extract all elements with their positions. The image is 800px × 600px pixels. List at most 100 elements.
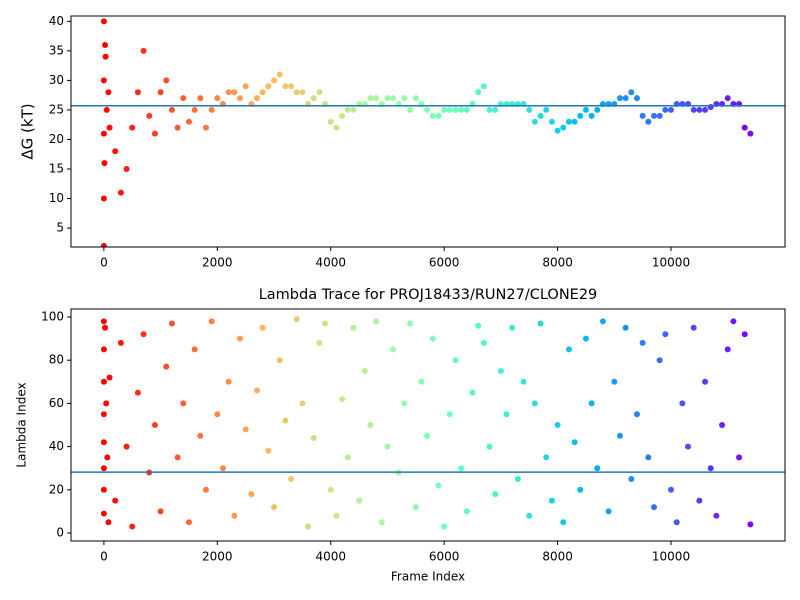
point [469,389,476,396]
axes-frame [70,308,786,542]
point [100,18,107,25]
y-tick-label: 25 [49,102,64,116]
point [662,331,669,338]
point [271,77,278,84]
point [103,106,110,113]
point [537,320,544,327]
point [202,486,209,493]
point [486,106,493,113]
point [685,443,692,450]
point [639,112,646,119]
x-tick-label: 6000 [429,256,460,270]
point [100,195,107,202]
y-axis-label: ΔG (kT) [19,103,37,159]
point [480,83,487,90]
point [543,106,550,113]
point [117,339,124,346]
point [424,106,431,113]
point [435,482,442,489]
point [633,95,640,102]
point [151,422,158,428]
point [645,454,652,461]
point [151,130,158,137]
point [429,112,436,119]
point [191,346,198,353]
point [254,387,261,394]
x-tick-label: 8000 [542,550,573,564]
point [554,422,561,428]
point [350,324,357,331]
y-tick-label: 40 [49,14,64,28]
point [713,512,720,519]
y-tick-label: 20 [49,132,64,146]
point [435,112,442,119]
point [741,124,748,131]
point [282,83,289,90]
point [633,411,640,418]
point [146,112,153,119]
point [333,124,340,131]
point [537,112,544,119]
point [293,89,300,96]
point [401,400,408,407]
point [237,335,244,342]
y-tick-label: 10 [49,191,64,205]
point [690,324,697,331]
point [327,486,334,493]
x-tick-label: 8000 [542,256,573,270]
point [724,95,731,102]
point [100,411,107,418]
point [673,519,680,526]
point [650,112,657,119]
point [214,95,221,102]
point [668,106,675,113]
point [690,106,697,113]
point [724,346,731,353]
point [548,497,555,504]
point [254,95,261,102]
point [231,512,238,519]
point [129,124,136,131]
point [645,118,652,125]
point [100,465,107,472]
point [333,512,340,519]
y-tick-label: 0 [56,526,64,540]
point [588,112,595,119]
point [520,378,527,385]
point [265,447,272,454]
point [531,400,538,407]
point [327,118,334,125]
point [168,106,175,113]
point [225,89,232,96]
y-tick-label: 30 [49,73,64,87]
x-tick-label: 10000 [652,550,690,564]
point [103,400,110,407]
point [531,118,538,125]
point [123,443,130,450]
point [356,497,363,504]
y-tick-label: 60 [49,396,64,410]
point [463,106,470,113]
point [214,411,221,418]
point [163,363,170,370]
point [100,486,107,493]
point [180,95,187,102]
point [702,378,709,385]
point [679,400,686,407]
point [134,389,141,396]
point [100,378,107,385]
point [288,83,295,90]
point [554,127,561,134]
point [112,148,119,155]
point [100,439,107,446]
point [599,318,606,325]
x-tick-label: 0 [100,256,108,270]
point [174,454,181,461]
point [242,426,249,433]
point [322,320,329,327]
point [565,118,572,125]
point [157,508,164,515]
point [384,443,391,450]
point [730,318,737,325]
